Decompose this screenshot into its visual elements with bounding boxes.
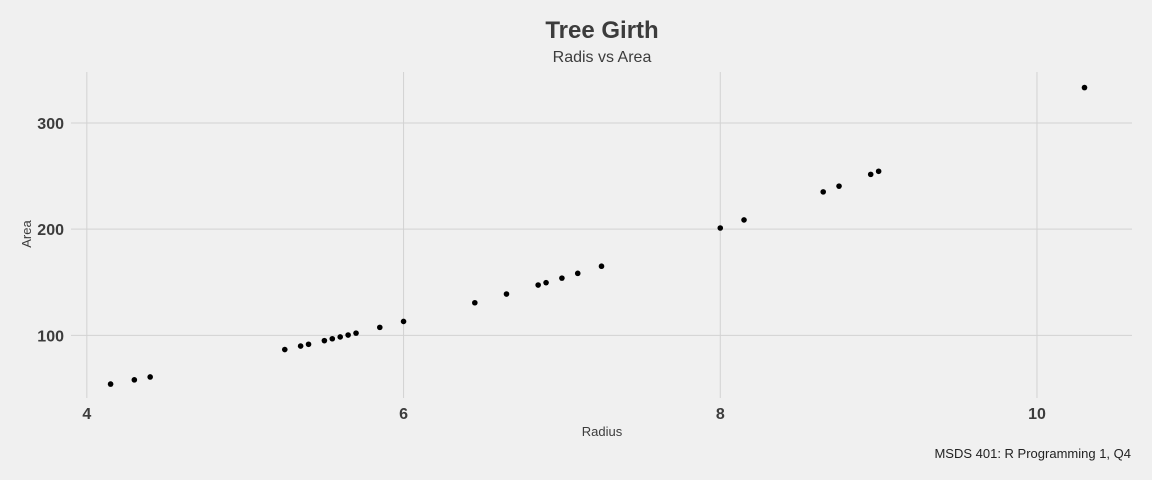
data-point (472, 299, 478, 306)
data-point (503, 291, 510, 297)
y-tick-label: 300 (37, 116, 64, 133)
data-point (875, 168, 882, 175)
data-point (574, 270, 581, 277)
grid (71, 72, 1132, 398)
data-point (329, 335, 336, 342)
data-point (337, 334, 344, 340)
data-point (717, 225, 724, 231)
x-tick-label: 10 (1028, 406, 1046, 423)
chart-caption: MSDS 401: R Programming 1, Q4 (934, 446, 1131, 461)
data-point (131, 377, 138, 383)
data-points (107, 84, 1088, 387)
data-point (741, 217, 747, 223)
x-axis-title: Radius (582, 424, 623, 439)
data-point (400, 318, 407, 325)
x-tick-label: 8 (716, 406, 725, 423)
data-point (836, 183, 842, 189)
data-point (107, 381, 114, 387)
data-point (867, 171, 874, 178)
y-tick-label: 200 (37, 222, 64, 239)
data-point (297, 343, 304, 349)
x-axis-ticks: 4 6 8 10 (82, 406, 1046, 423)
y-axis-ticks: 100 200 300 (37, 116, 64, 345)
data-point (321, 337, 328, 344)
data-point (543, 279, 549, 286)
chart-subtitle: Radis vs Area (553, 49, 652, 66)
y-axis-title: Area (19, 220, 34, 248)
data-point (535, 282, 541, 288)
data-point (820, 189, 827, 195)
data-point (305, 341, 312, 348)
x-tick-label: 6 (399, 406, 408, 423)
data-point (559, 275, 565, 281)
data-point (1081, 84, 1088, 91)
x-tick-label: 4 (82, 406, 91, 423)
data-point (598, 263, 605, 270)
chart-title: Tree Girth (545, 17, 658, 44)
data-point (281, 346, 288, 353)
data-point (345, 332, 351, 338)
data-point (147, 374, 153, 380)
data-point (376, 324, 383, 331)
y-tick-label: 100 (37, 328, 64, 345)
data-point (353, 330, 359, 336)
